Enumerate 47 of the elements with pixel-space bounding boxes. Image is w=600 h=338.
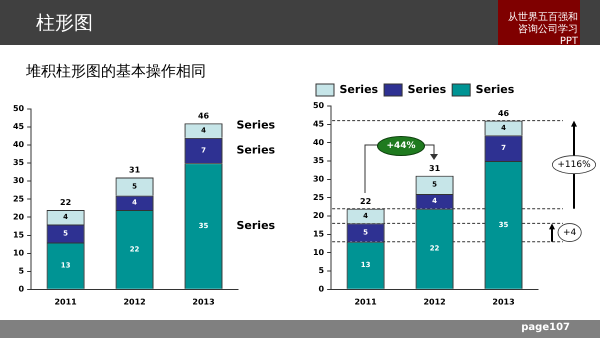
total-label: 31 xyxy=(128,166,141,175)
y-tick-label: 15 xyxy=(312,229,325,238)
annotation: +4 xyxy=(562,228,577,238)
x-tick-label: 2011 xyxy=(54,297,78,306)
annotation: +116% xyxy=(557,160,592,170)
y-tick-label: 50 xyxy=(312,101,325,110)
total-label: 46 xyxy=(498,108,510,118)
y-tick-label: 0 xyxy=(318,284,325,294)
y-tick-label: 30 xyxy=(12,176,25,186)
y-tick-label: 45 xyxy=(12,122,25,132)
x-tick-label: 2012 xyxy=(423,297,446,306)
series-label: Series xyxy=(236,218,276,232)
y-tick-label: 0 xyxy=(18,284,25,294)
text: 从世界五百强和咨询公司学习PPT xyxy=(507,12,578,48)
legend-label: Series xyxy=(476,82,515,96)
chart-title: 柱形图 xyxy=(36,11,93,36)
y-tick-label: 25 xyxy=(12,194,25,204)
legend-label: Series xyxy=(340,82,379,96)
x-tick-label: 2011 xyxy=(354,297,378,306)
y-tick-label: 30 xyxy=(312,174,325,184)
y-tick-label: 50 xyxy=(12,104,25,114)
y-tick-label: 20 xyxy=(312,211,325,220)
x-tick-label: 2012 xyxy=(123,297,146,306)
annotation: +44% xyxy=(377,136,425,156)
y-tick-label: 40 xyxy=(12,140,25,150)
text: page107 xyxy=(521,322,570,333)
total-label: 22 xyxy=(60,198,72,208)
y-tick-label: 10 xyxy=(312,248,325,257)
y-tick-label: 10 xyxy=(12,248,25,258)
y-tick-label: 45 xyxy=(312,119,325,128)
chart-subtitle: 堆积柱形图的基本操作相同 xyxy=(26,62,206,81)
y-tick-label: 15 xyxy=(12,230,25,240)
y-tick-label: 35 xyxy=(12,158,25,168)
legend-label: Series xyxy=(408,82,447,96)
total-label: 22 xyxy=(360,196,372,206)
x-tick-label: 2013 xyxy=(492,297,515,306)
y-tick-label: 40 xyxy=(312,138,325,147)
total-label: 31 xyxy=(428,164,441,173)
x-tick-label: 2013 xyxy=(192,297,215,306)
y-tick-label: 35 xyxy=(312,156,325,166)
total-label: 46 xyxy=(198,112,210,121)
y-tick-label: 5 xyxy=(18,266,25,276)
series-label: Series xyxy=(236,118,276,132)
series-label: Series xyxy=(236,143,276,156)
y-tick-label: 5 xyxy=(318,266,325,276)
y-tick-label: 25 xyxy=(312,192,325,202)
y-tick-label: 20 xyxy=(12,212,25,222)
